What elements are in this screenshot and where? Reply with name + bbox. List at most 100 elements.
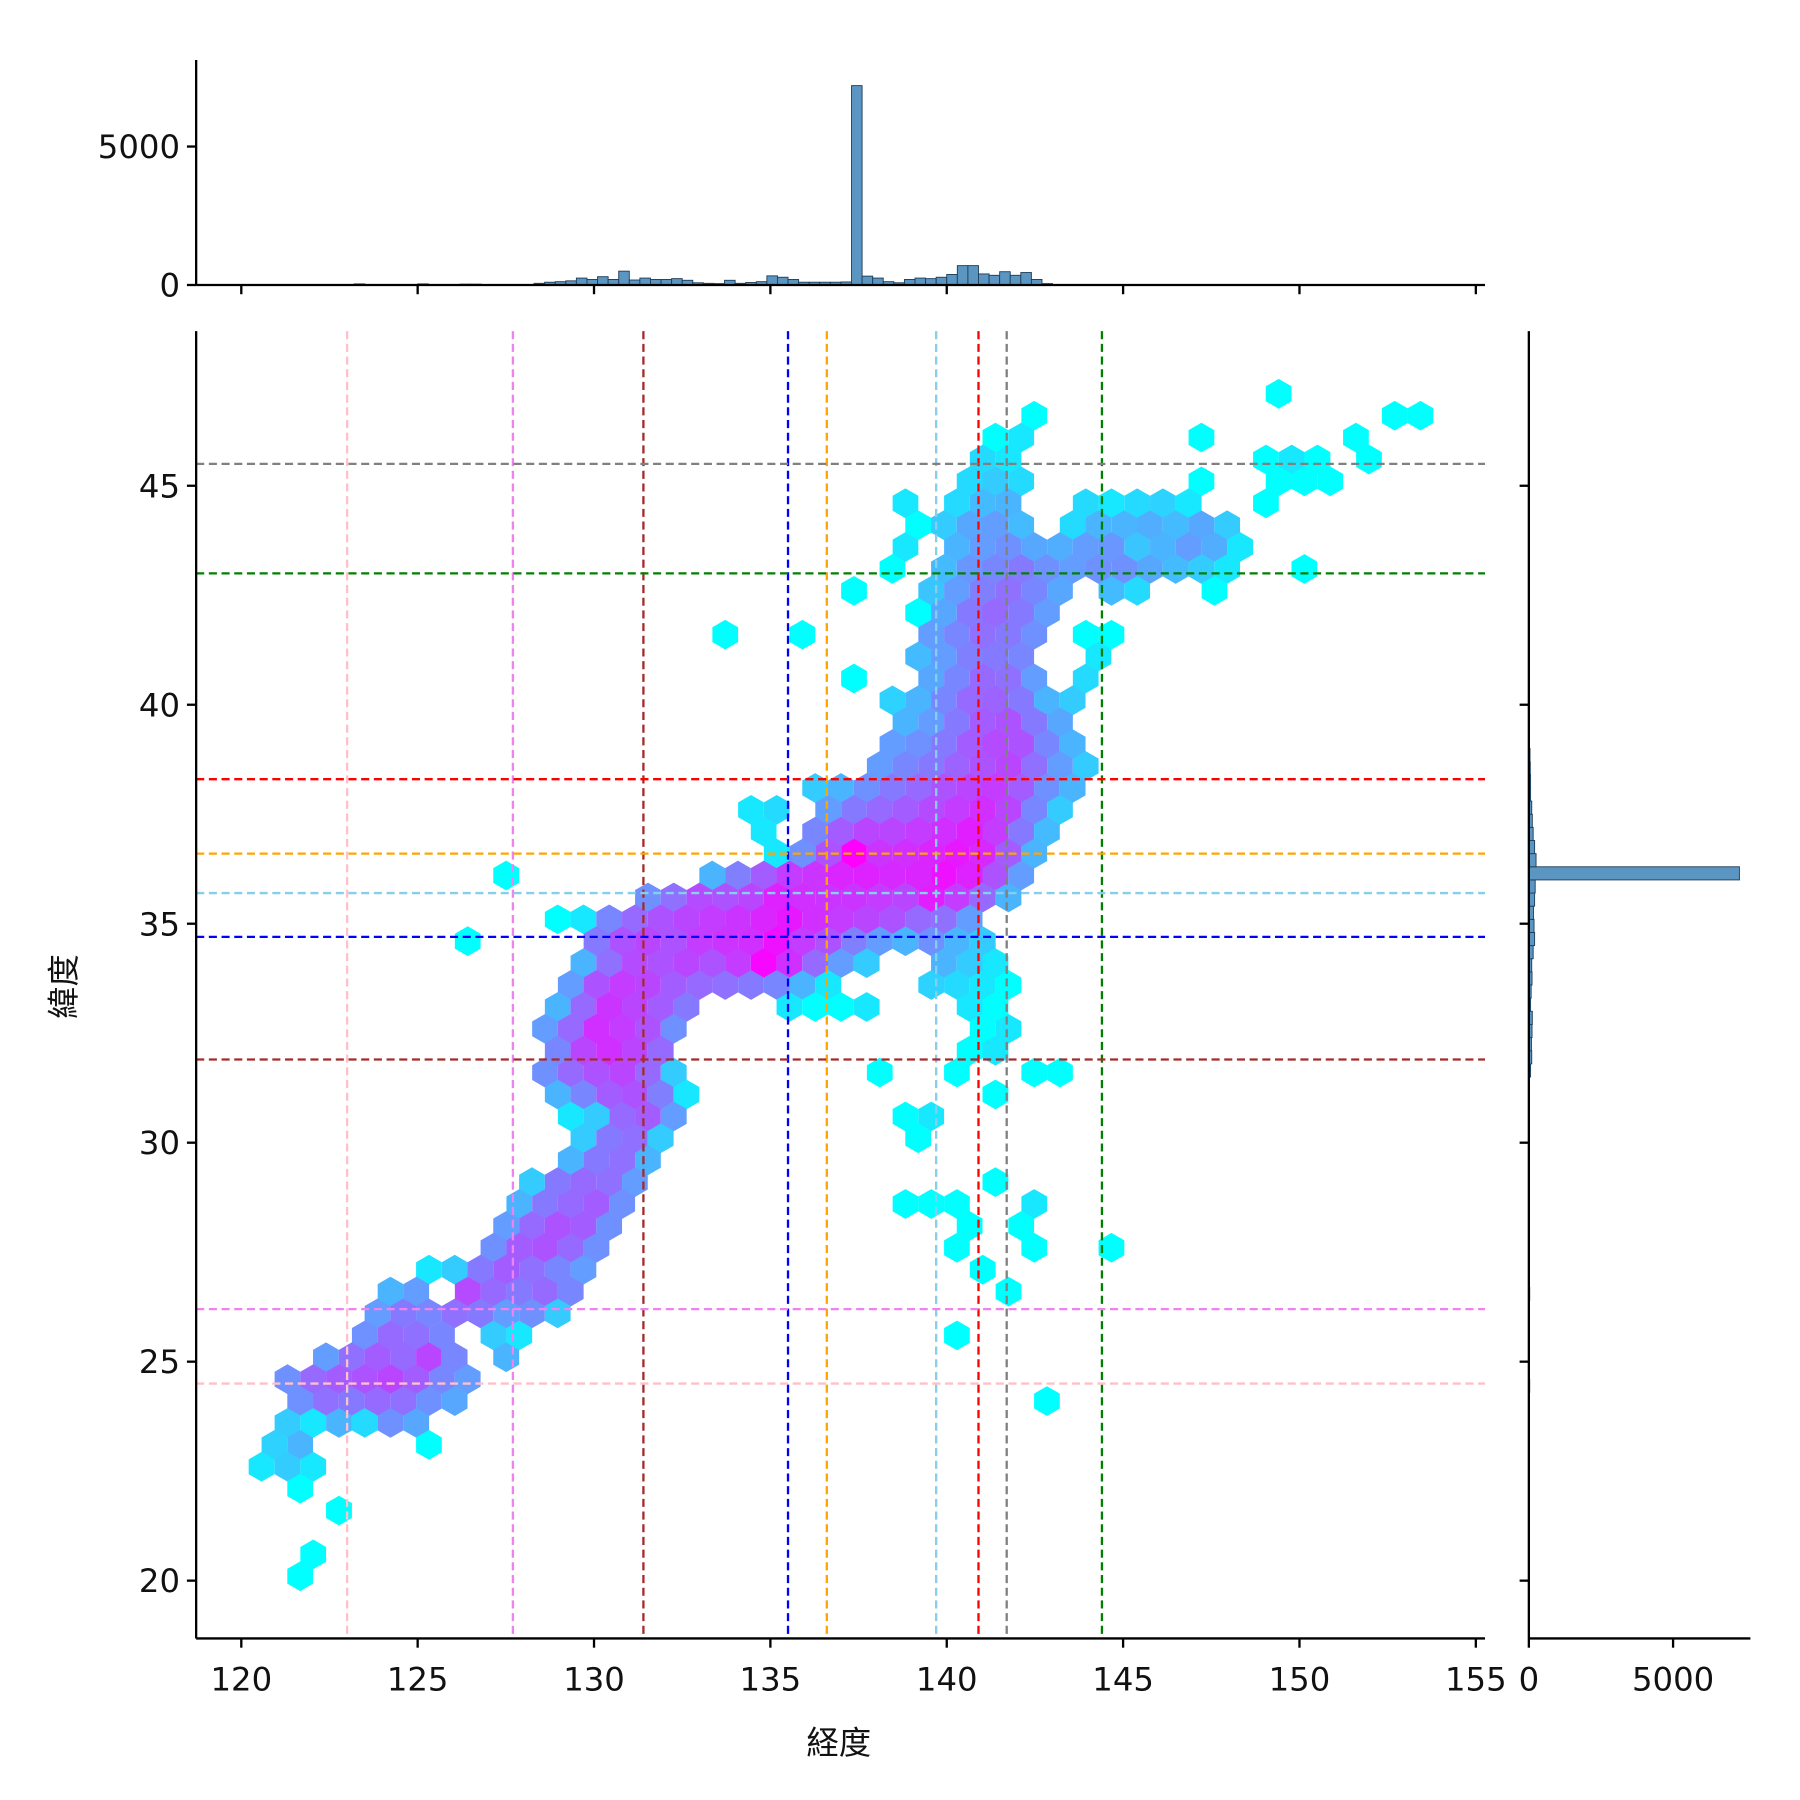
hex-cell — [454, 926, 481, 957]
hex-cell — [1021, 1232, 1048, 1263]
hex-cell — [956, 641, 983, 672]
hex-cell — [956, 510, 983, 540]
hex-cell — [763, 838, 790, 869]
hex-cell — [557, 1232, 584, 1263]
hex-cell — [725, 948, 751, 978]
hex-cell — [738, 926, 764, 957]
hex-cell — [1124, 576, 1151, 606]
hex-cell — [287, 1429, 314, 1460]
hex-cell — [944, 970, 970, 1000]
hex-cell — [635, 970, 661, 1000]
hex-cell — [905, 1123, 932, 1154]
hex-cell — [647, 1035, 674, 1066]
hex-cell — [1008, 1211, 1035, 1241]
hex-cell — [789, 970, 816, 1000]
hex-cell — [841, 576, 867, 606]
hex-cell — [712, 619, 739, 650]
hex-cell — [969, 663, 996, 694]
histogram-bar — [967, 265, 979, 286]
y-tick-label: 45 — [139, 467, 180, 505]
hex-cell — [1304, 444, 1331, 475]
hex-cell — [956, 597, 983, 628]
hex-cell — [712, 882, 739, 913]
hex-cell — [1034, 1386, 1060, 1416]
hex-cell — [1034, 729, 1060, 759]
hex-cell — [429, 1320, 455, 1351]
hex-cell — [879, 685, 906, 716]
hex-cell — [1214, 554, 1241, 584]
hex-cell — [1085, 641, 1112, 672]
hex-cell — [905, 773, 932, 803]
hex-cell — [1047, 576, 1073, 606]
hex-cell — [982, 597, 1009, 628]
hex-cell — [879, 554, 906, 584]
hex-cell — [1059, 685, 1086, 716]
hex-cell — [1227, 532, 1254, 562]
hex-cell — [841, 882, 867, 913]
hex-cell — [995, 488, 1022, 519]
hex-cell — [995, 751, 1022, 781]
histogram-bar — [597, 276, 609, 286]
hex-cell — [982, 1035, 1009, 1066]
hex-cell — [853, 860, 880, 891]
hex-cell — [738, 795, 764, 825]
hex-cell — [1008, 510, 1035, 540]
hex-cell — [609, 1145, 636, 1176]
hex-cell — [905, 904, 932, 935]
hex-cell — [647, 992, 674, 1022]
hex-cell — [802, 773, 828, 803]
hex-cell — [622, 1123, 648, 1154]
hex-cell — [982, 1079, 1009, 1110]
hex-cell — [660, 1057, 687, 1088]
hex-cell — [918, 838, 945, 869]
hex-cell — [673, 904, 700, 935]
hex-cell — [338, 1386, 365, 1416]
hex-cell — [1188, 422, 1215, 453]
hex-cell — [1124, 532, 1151, 562]
hex-cell — [969, 1014, 996, 1044]
hex-cell — [969, 1254, 996, 1285]
hex-cell — [853, 948, 880, 978]
hex-cell — [995, 444, 1022, 475]
hex-cell — [1253, 444, 1279, 475]
hex-cell — [570, 948, 597, 978]
hex-cell — [596, 1035, 623, 1066]
hex-cell — [918, 970, 945, 1000]
hex-cell — [763, 882, 790, 913]
hex-cell — [467, 1254, 494, 1285]
hex-cell — [544, 904, 571, 935]
hex-cell — [1188, 466, 1215, 497]
hex-cell — [944, 1232, 970, 1263]
y-axis-label: 緯度 — [45, 954, 83, 1019]
hex-cell — [583, 926, 610, 957]
hex-cell — [609, 1057, 636, 1088]
hex-cell — [905, 729, 932, 759]
hex-cell — [609, 1189, 636, 1219]
hex-cell — [364, 1298, 391, 1329]
hex-cell — [905, 510, 932, 540]
hex-cell — [351, 1320, 378, 1351]
hex-cell — [364, 1342, 391, 1373]
hex-cell — [1291, 466, 1318, 497]
hex-cell — [995, 576, 1022, 606]
hex-cell — [583, 970, 610, 1000]
hex-cell — [982, 948, 1009, 978]
hex-cell — [493, 860, 520, 891]
hex-cell — [1098, 619, 1125, 650]
hex-cell — [1111, 510, 1137, 540]
hex-cell — [815, 838, 842, 869]
hex-cell — [879, 860, 906, 891]
hex-cell — [1034, 685, 1060, 716]
hex-cell — [596, 1079, 623, 1110]
hex-cell — [1021, 1057, 1048, 1088]
hex-cell — [660, 882, 687, 913]
hex-cell — [815, 795, 842, 825]
hex-cell — [776, 904, 803, 935]
histogram-bar — [861, 275, 874, 286]
hex-cell — [390, 1342, 417, 1373]
hex-cell — [1072, 663, 1099, 694]
hex-cell — [828, 948, 854, 978]
hex-cell — [956, 816, 983, 847]
hex-cell — [532, 1189, 558, 1219]
